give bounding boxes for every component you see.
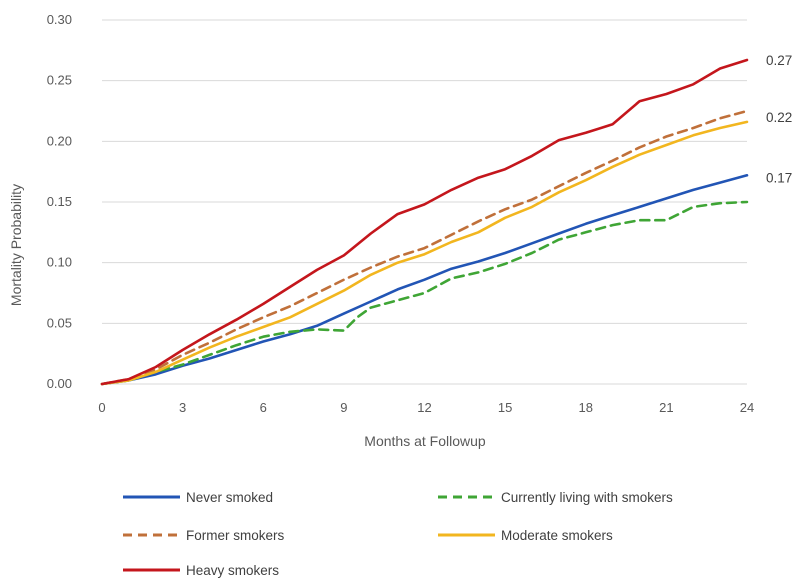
x-tick-label: 18 — [579, 400, 593, 415]
gridlines — [102, 19, 747, 385]
legend-label: Moderate smokers — [501, 528, 613, 543]
x-axis-title: Months at Followup — [364, 433, 486, 449]
y-tick-label: 0.10 — [47, 255, 72, 270]
legend: Never smoked Currently living with smoker… — [123, 490, 673, 578]
x-tick-label: 3 — [179, 400, 186, 415]
x-tick-label: 12 — [417, 400, 431, 415]
y-tick-label: 0.00 — [47, 376, 72, 391]
series-line-currently-living-with-smokers — [100, 200, 749, 386]
legend-label: Currently living with smokers — [501, 490, 673, 505]
x-tick-label: 9 — [340, 400, 347, 415]
series-line-former-smokers — [100, 109, 749, 386]
legend-label: Former smokers — [186, 528, 285, 543]
y-tick-label: 0.05 — [47, 315, 72, 330]
x-tick-labels: 0 3 6 9 12 15 18 21 24 — [98, 400, 754, 415]
y-tick-label: 0.15 — [47, 194, 72, 209]
legend-label: Never smoked — [186, 490, 273, 505]
series-line-heavy-smokers — [100, 58, 749, 386]
series-line-never-smoked — [100, 174, 749, 386]
end-value-label: 0.17 — [766, 171, 792, 186]
end-value-label: 0.22 — [766, 110, 792, 125]
end-value-label: 0.27 — [766, 53, 792, 68]
y-axis-title: Mortality Probability — [8, 184, 24, 306]
legend-label: Heavy smokers — [186, 563, 279, 578]
y-tick-label: 0.25 — [47, 73, 72, 88]
series-line-moderate-smokers — [100, 120, 749, 386]
x-tick-label: 0 — [98, 400, 105, 415]
y-tick-label: 0.20 — [47, 133, 72, 148]
y-tick-label: 0.30 — [47, 12, 72, 27]
y-tick-labels: 0.00 0.05 0.10 0.15 0.20 0.25 0.30 — [47, 12, 72, 391]
series-lines — [100, 58, 749, 386]
x-tick-label: 21 — [659, 400, 673, 415]
x-tick-label: 6 — [260, 400, 267, 415]
x-tick-label: 24 — [740, 400, 754, 415]
end-value-labels: 0.27 0.22 0.17 — [766, 53, 792, 186]
x-tick-label: 15 — [498, 400, 512, 415]
